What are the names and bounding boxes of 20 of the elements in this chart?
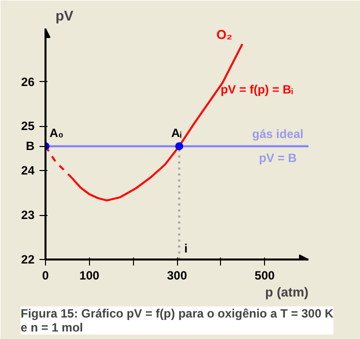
y-tick-label: 24 [21,164,35,178]
y-tick-label: 25 [21,119,35,134]
y-axis-title: pV [56,8,74,24]
annotation: i [184,242,188,256]
text: Figura 15: Gráfico pV = f(p) para o oxigênio a T = 300 K e n = 1 mol [20,306,334,334]
y-tick-label: 22 [21,252,35,266]
x-tick-label: 100 [79,268,100,282]
x-tick-label: 500 [254,268,276,282]
annotation: gás ideal [252,127,304,142]
y-tick-label: 26 [21,74,35,89]
series-label: O₂ [216,27,233,42]
annotation: pV = B [258,151,297,166]
y-tick-label: 23 [21,208,35,222]
x-tick-label: 300 [166,268,188,282]
y-tick-label: B [26,139,35,154]
x-tick-label: 0 [42,268,50,282]
annotation: A₀ [50,126,64,140]
annotation: Aᵢ [171,126,182,140]
annotation: pV = f(p) = Bᵢ [220,82,294,97]
x-axis-title: p (atm) [265,284,309,300]
